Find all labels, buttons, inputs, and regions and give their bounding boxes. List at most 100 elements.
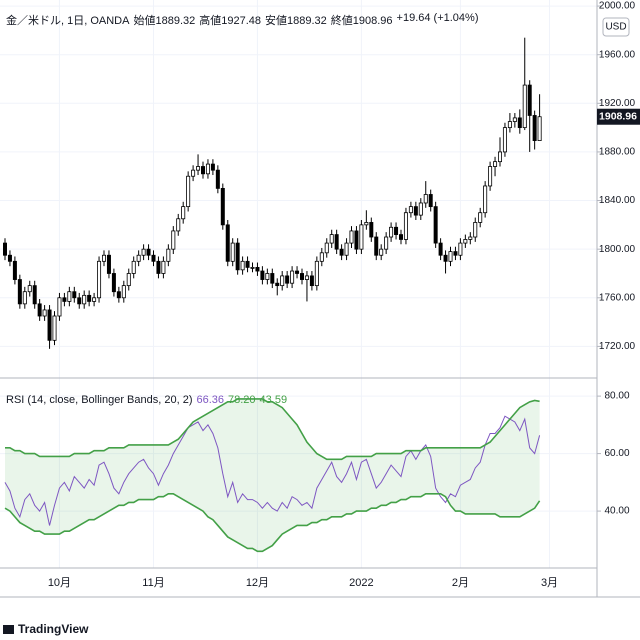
candle-body	[384, 236, 389, 250]
candle-body	[121, 285, 126, 299]
candle-body	[111, 273, 116, 293]
series-line	[4, 415, 541, 526]
candle-body	[379, 248, 384, 256]
candle-body	[27, 285, 32, 293]
candle-body	[483, 185, 488, 214]
candle-body	[418, 202, 423, 216]
y-tick-label: 1800.00	[599, 244, 636, 255]
ohlc: 安値1889.32	[265, 12, 327, 28]
x-tick-label: 2022	[349, 577, 373, 589]
band-value: 78.20	[228, 394, 256, 406]
candle-body	[374, 236, 379, 256]
brand-logo	[3, 625, 14, 634]
y-tick-label: 1760.00	[599, 292, 636, 303]
y-tick-label: 80.00	[604, 391, 629, 402]
y-tick-label: 1840.00	[599, 195, 636, 206]
ohlc-label: 終値	[330, 15, 353, 27]
candle-body	[210, 163, 215, 171]
candle-body	[354, 230, 359, 250]
candle-body	[438, 242, 443, 256]
candle-body	[314, 260, 319, 287]
candle-body	[448, 251, 453, 262]
candle-body	[443, 254, 448, 262]
candle-body	[186, 175, 191, 208]
candle-body	[87, 294, 92, 302]
candle-body	[522, 84, 527, 129]
band-fill	[5, 398, 540, 552]
candle-body	[171, 230, 176, 250]
candle-body	[334, 234, 339, 250]
currency: USD	[605, 22, 626, 33]
symbol: 金／米ドル, 1日, OANDA	[6, 15, 130, 27]
candle-body	[42, 309, 47, 317]
candle-body	[245, 260, 250, 268]
candle-body	[329, 234, 334, 244]
candle-body	[324, 242, 329, 254]
rsi-header: RSI (14, close, Bollinger Bands, 20, 2) …	[6, 394, 287, 406]
candle-body	[196, 166, 201, 171]
candle-body	[200, 166, 205, 175]
candle-body	[473, 222, 478, 238]
y-tick-label: 1880.00	[599, 147, 636, 158]
candle-body	[349, 230, 354, 244]
candle-body	[161, 260, 166, 274]
candle-body	[102, 254, 107, 262]
candle-body	[532, 115, 537, 142]
candle-body	[468, 236, 473, 240]
candle-body	[240, 260, 245, 271]
x-tick-label: 10月	[48, 577, 71, 589]
candle-body	[3, 242, 8, 256]
candle-body	[255, 266, 260, 272]
candle-body	[398, 234, 403, 240]
candle-body	[22, 291, 27, 305]
candle-body	[57, 297, 62, 317]
y-tick-label: 60.00	[604, 448, 629, 459]
candle-body	[497, 151, 502, 163]
ohlc-value: 1889.32	[287, 15, 327, 27]
change: +19.64 (+1.04%)	[396, 12, 479, 24]
candle-body	[52, 315, 57, 341]
ohlc-value: 1908.96	[352, 15, 393, 27]
candle-body	[369, 222, 374, 238]
candle-body	[453, 251, 458, 256]
ohlc-value: 1927.48	[221, 15, 261, 27]
y-tick-label: 1960.00	[599, 49, 636, 60]
price-badge-label: 1908.96	[599, 111, 637, 123]
candle-body	[220, 187, 225, 226]
candle-body	[413, 206, 418, 216]
candle-body	[537, 116, 542, 142]
candle-body	[205, 163, 210, 175]
candle-body	[166, 248, 171, 262]
candle-body	[250, 266, 255, 269]
candle-body	[394, 226, 399, 235]
candle-body	[181, 206, 186, 220]
candle-body	[488, 166, 493, 187]
ohlc-label: 安値	[265, 15, 287, 27]
candle-body	[47, 309, 52, 341]
candle-body	[82, 294, 87, 305]
candle-body	[280, 275, 285, 287]
candle-body	[235, 242, 240, 271]
candle-body	[309, 275, 314, 287]
candle-body	[260, 270, 265, 280]
candle-body	[423, 194, 428, 204]
currency-box	[602, 17, 630, 37]
candle-body	[37, 303, 42, 317]
series-line	[4, 493, 541, 553]
price-badge	[597, 108, 640, 125]
candle-body	[106, 254, 111, 274]
candle-body	[126, 273, 131, 287]
candle-body	[215, 169, 220, 189]
candle-body	[156, 260, 161, 274]
candle-body	[116, 291, 121, 299]
candle-body	[12, 260, 17, 280]
candle-body	[191, 169, 196, 177]
candle-body	[299, 273, 304, 280]
ohlc: 終値1908.96	[331, 12, 393, 28]
candle-body	[478, 212, 483, 223]
candle-body	[359, 224, 364, 250]
candle-body	[285, 275, 290, 284]
x-tick-label: 11月	[142, 577, 164, 589]
